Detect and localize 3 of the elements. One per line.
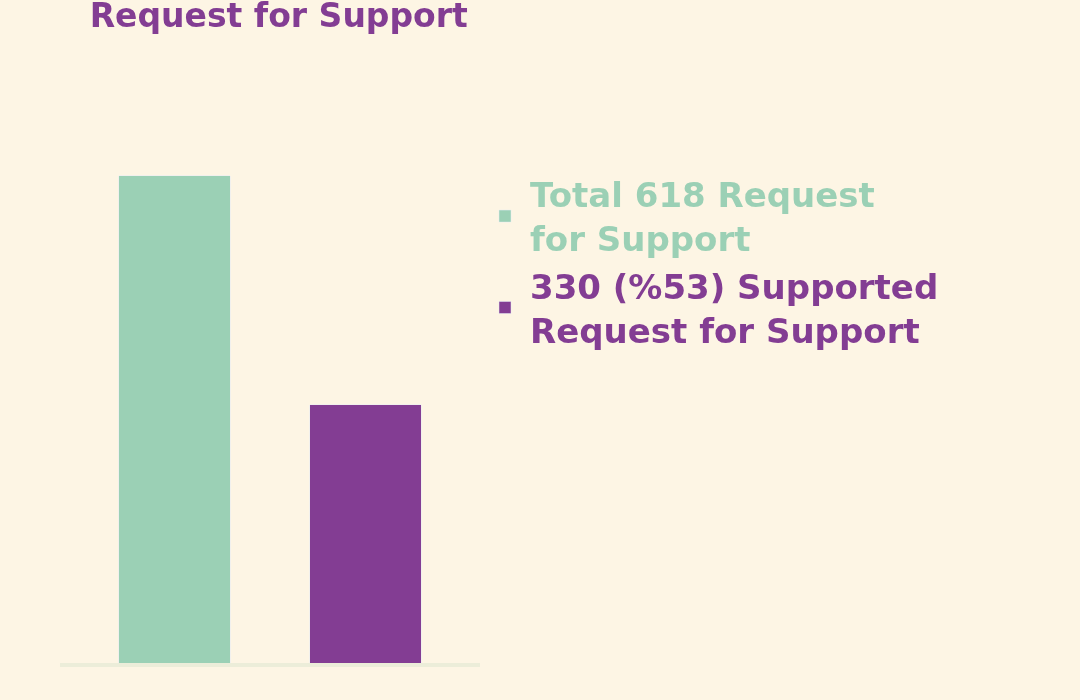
legend-label: 330 (%53) Supported Request for Support bbox=[530, 266, 939, 351]
chart-title: Request for Support bbox=[89, 0, 469, 35]
legend-label: Total 618 Request for Support bbox=[530, 175, 875, 260]
